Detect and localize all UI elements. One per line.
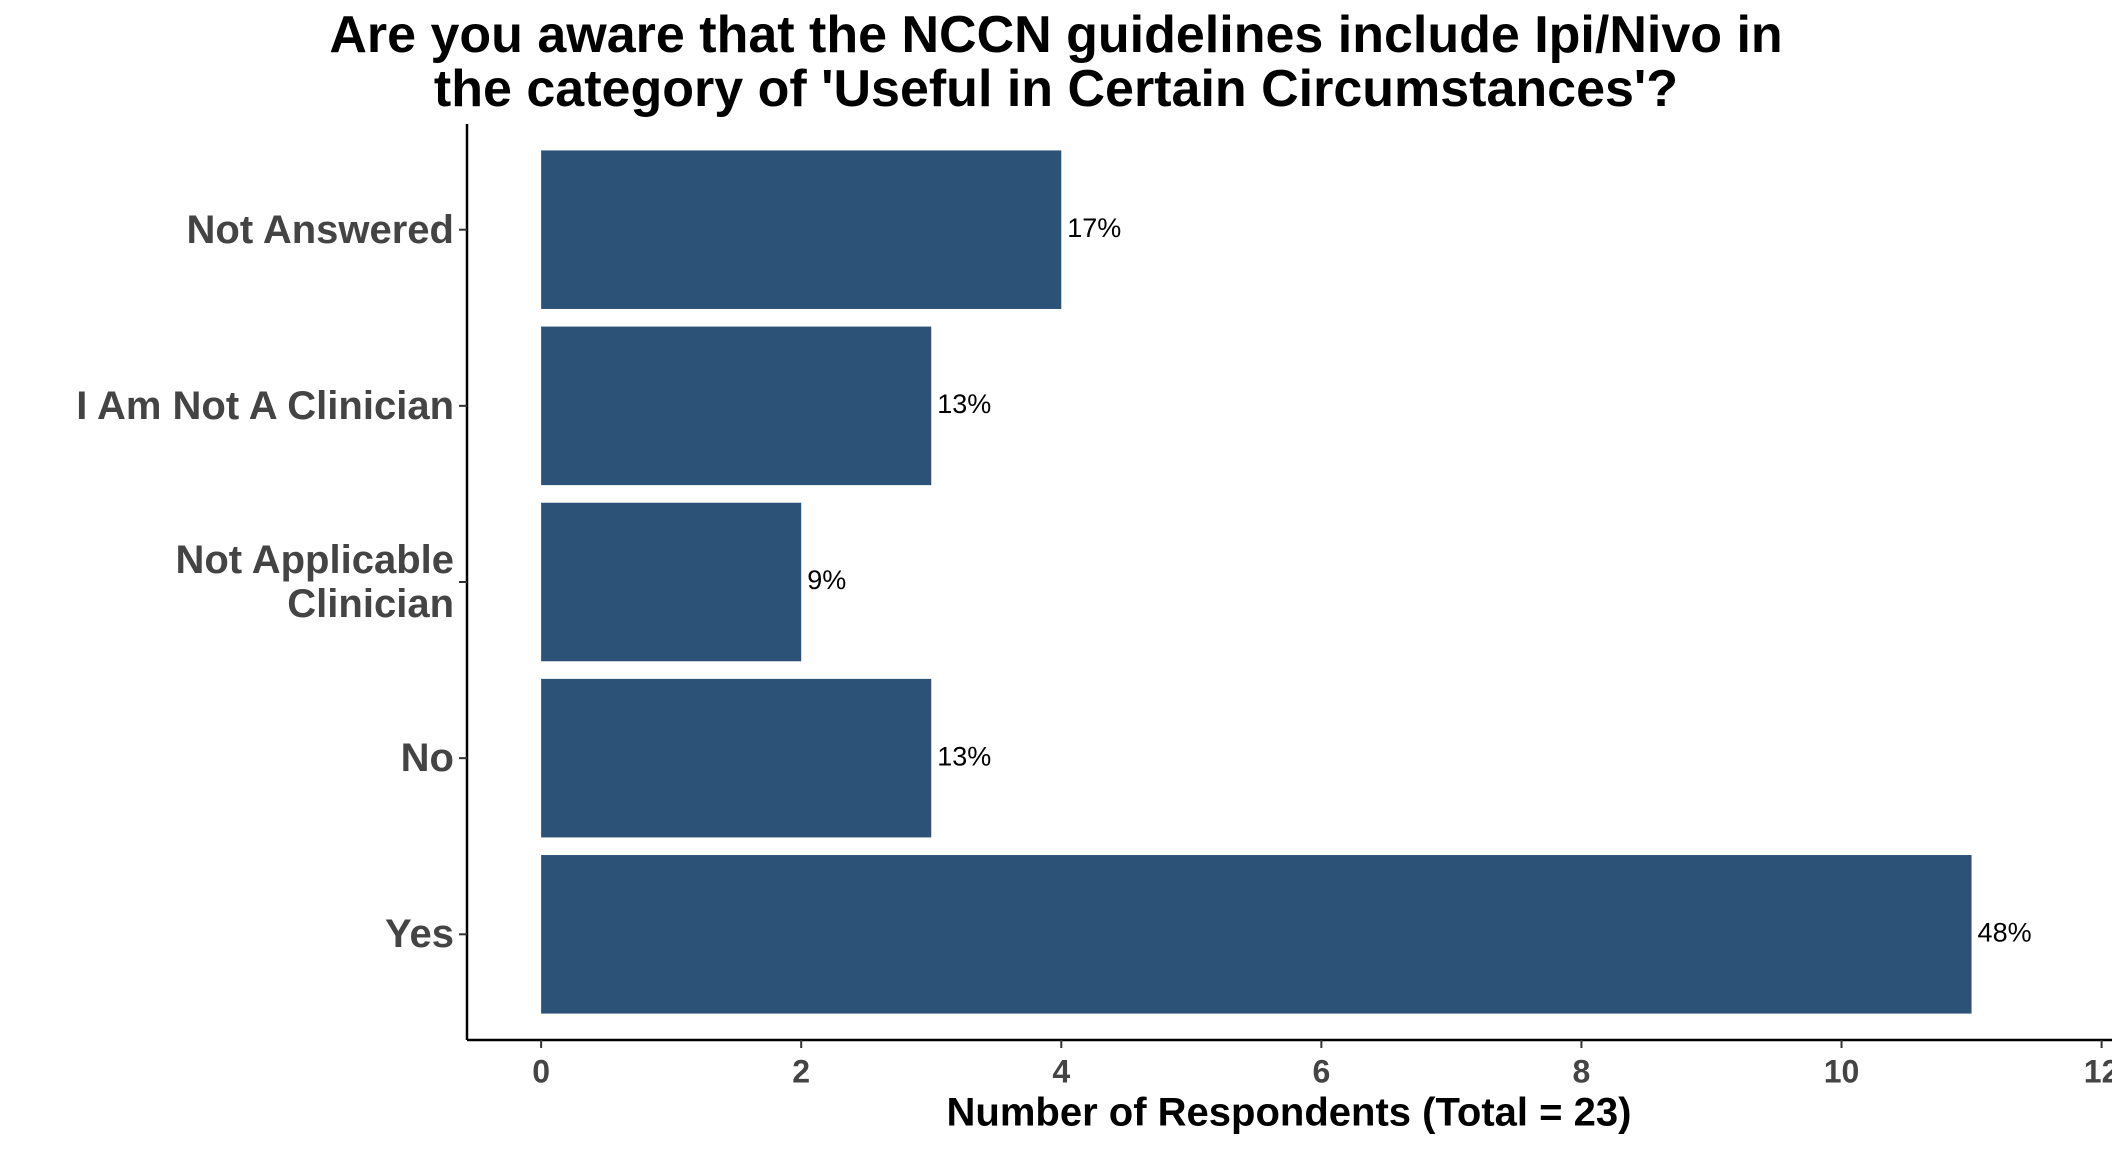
- value-label: 13%: [937, 389, 991, 419]
- x-tick-label: 8: [1573, 1053, 1591, 1089]
- bar: [541, 502, 802, 662]
- y-tick-label: No: [400, 736, 454, 781]
- x-axis-label: Number of Respondents (Total = 23): [947, 1091, 1632, 1135]
- value-label: 48%: [1978, 917, 2032, 947]
- x-tick-label: 6: [1312, 1053, 1330, 1089]
- value-label: 9%: [807, 565, 846, 595]
- y-tick-label: Not Answered: [186, 207, 454, 252]
- bar: [541, 326, 932, 486]
- y-tick-label: I Am Not A Clinician: [76, 383, 454, 428]
- bar: [541, 150, 1062, 309]
- x-tick-label: 4: [1052, 1053, 1070, 1089]
- bar: [541, 855, 1972, 1014]
- value-label: 17%: [1067, 213, 1121, 243]
- value-label: 13%: [937, 741, 991, 771]
- y-tick-label: Not Applicable Clinician: [175, 538, 454, 626]
- y-tick-label: Yes: [385, 912, 454, 957]
- x-tick-label: 2: [792, 1053, 810, 1089]
- x-tick-label: 0: [532, 1053, 550, 1089]
- x-tick-label: 10: [1824, 1053, 1860, 1089]
- x-tick-label: 12: [2084, 1053, 2112, 1089]
- bar: [541, 678, 932, 838]
- chart-title: Are you aware that the NCCN guidelines i…: [329, 6, 1783, 118]
